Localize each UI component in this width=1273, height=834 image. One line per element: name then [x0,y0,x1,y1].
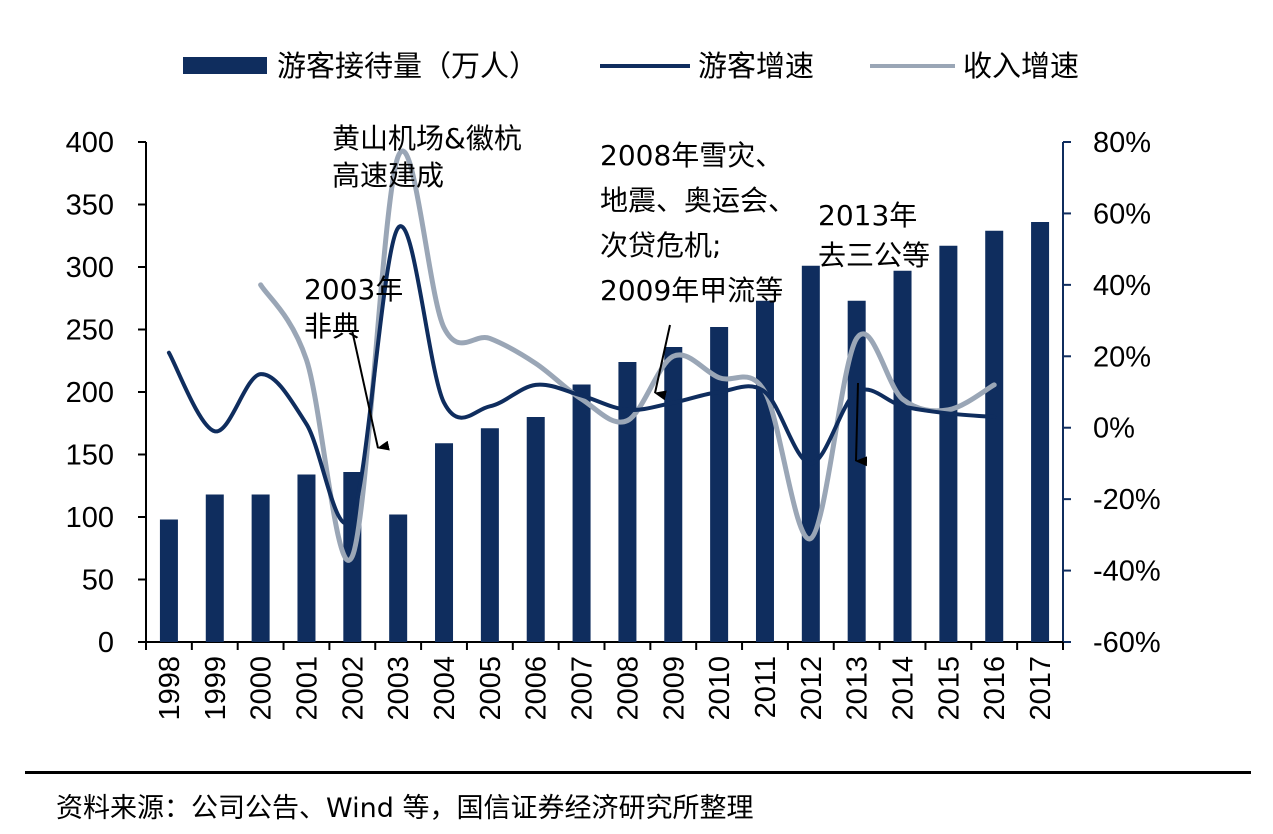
bar-2008 [618,362,637,642]
left-tick-label: 350 [66,190,114,222]
bar-2007 [572,384,591,642]
right-tick-label: 40% [1093,270,1151,302]
legend: 游客接待量（万人） 游客增速 收入增速 [183,49,1079,83]
x-tick-label: 2002 [337,656,369,721]
x-tick-label: 2003 [383,656,415,721]
annotation-arrow-2 [855,382,868,467]
annotation-2-line-0: 2008年雪灾、 [600,139,783,172]
legend-label-tourist-growth: 游客增速 [698,49,814,83]
legend-swatch-bar [183,57,267,74]
right-tick-label: 20% [1093,341,1151,373]
x-tick-label: 1998 [154,656,186,721]
legend-label-revenue-growth: 收入增速 [963,49,1079,83]
bar-1998 [159,519,178,642]
right-tick-label: 60% [1093,198,1151,230]
annotation-arrow-1 [654,324,671,401]
bar-2006 [526,417,545,642]
right-tick-label: -60% [1093,627,1161,659]
bar-2003 [389,514,408,642]
x-tick-label: 2006 [521,656,553,721]
annotation-0-line-0: 黄山机场&徽杭 [332,122,522,155]
left-tick-label: 150 [66,440,114,472]
x-tick-label: 2017 [1025,656,1057,721]
x-tick-label: 2007 [567,656,599,721]
right-tick-label: 80% [1093,127,1151,159]
x-tick-label: 2001 [291,656,323,721]
bar-1999 [205,494,224,642]
x-tick-label: 2016 [979,656,1011,721]
bar-2004 [435,443,454,642]
bar-2001 [297,474,316,642]
bar-2017 [1031,222,1050,642]
left-tick-label: 400 [66,127,114,159]
x-tick-label: 2015 [933,656,965,721]
bar-2012 [801,265,820,642]
revenue-growth-line [258,148,997,563]
x-tick-label: 2008 [612,656,644,721]
left-tick-label: 0 [98,627,114,659]
left-tick-label: 200 [66,377,114,409]
left-tick-label: 50 [82,565,114,597]
annotation-2-line-1: 地震、奥运会、 [600,184,796,217]
axes: 0 50 100 150 200 250 300 350 400 -60% -40% -20% 0% 20… [66,127,1161,721]
annotation-3-line-0: 2013年 [818,199,917,232]
bars [159,222,1050,642]
source-divider [25,771,1251,774]
bar-2005 [480,428,499,642]
annotation-0-line-1: 高速建成 [332,159,444,192]
x-tick-label: 2012 [796,656,828,721]
x-tick-label: 1999 [200,656,232,721]
lines [166,148,997,563]
bar-2009 [664,347,683,642]
x-tick-label: 2013 [842,656,874,721]
x-tick-label: 2005 [475,656,507,721]
x-tick-label: 2004 [429,656,461,721]
tourist-growth-line [166,224,997,526]
bar-2011 [755,300,774,642]
source-note: 资料来源：公司公告、Wind 等，国信证券经济研究所整理 [56,793,754,824]
annotation-1-line-1: 非典 [304,310,360,343]
annotation-arrow-0 [351,329,390,451]
bar-2014 [893,270,912,642]
annotation-2-line-3: 2009年甲流等 [600,274,783,307]
right-tick-label: -40% [1093,556,1161,588]
x-tick-label: 2000 [246,656,278,721]
annotation-1-line-0: 2003年 [304,273,403,306]
x-tick-label: 2009 [658,656,690,721]
bar-2000 [251,494,270,642]
right-tick-label: 0% [1093,413,1135,445]
left-tick-label: 250 [66,315,114,347]
bar-2016 [985,230,1004,642]
bar-2015 [939,245,958,642]
x-tick-label: 2010 [704,656,736,721]
chart: 游客接待量（万人） 游客增速 收入增速 0 50 100 150 200 250 300 35… [66,49,1161,721]
legend-label-visitors: 游客接待量（万人） [277,49,538,83]
right-tick-label: -20% [1093,484,1161,516]
bar-2013 [847,300,866,642]
x-tick-label: 2011 [750,656,782,718]
annotation-2-line-2: 次贷危机; [600,229,721,262]
annotation-3-line-1: 去三公等 [818,239,930,272]
left-tick-label: 100 [66,502,114,534]
bar-2010 [710,327,729,642]
x-tick-label: 2014 [888,656,920,721]
left-tick-label: 300 [66,252,114,284]
